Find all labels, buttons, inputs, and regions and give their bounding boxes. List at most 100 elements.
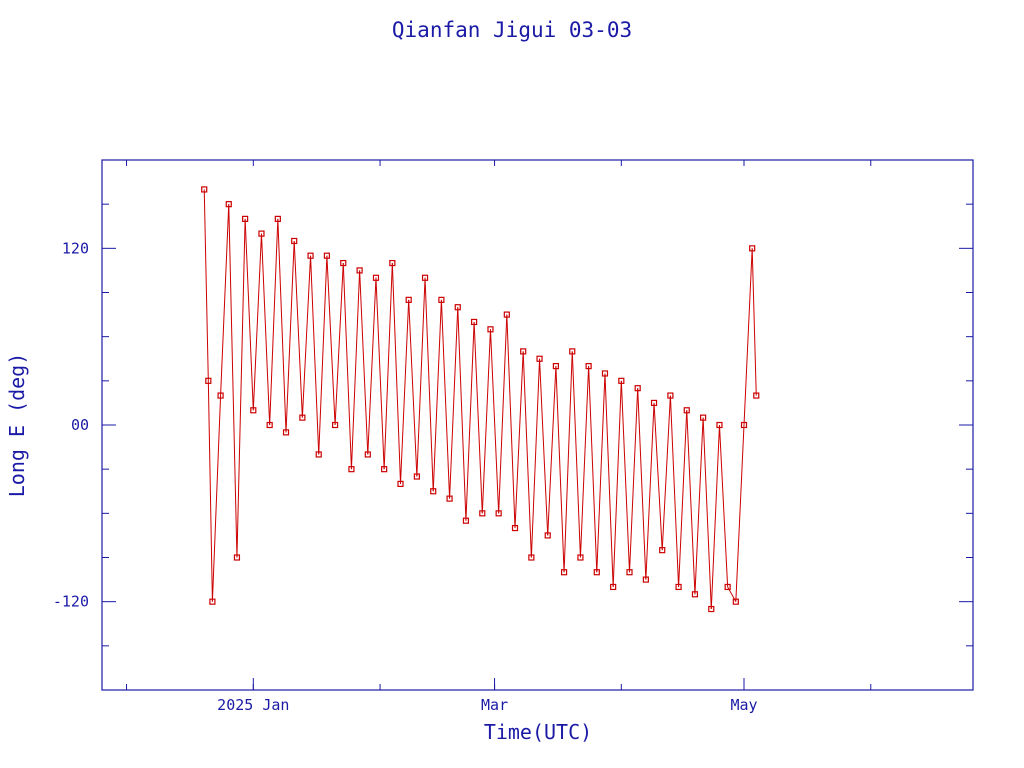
series-segment xyxy=(342,263,352,470)
series-segment xyxy=(620,380,631,573)
series-point xyxy=(753,392,760,399)
series-segment xyxy=(416,277,426,477)
series-point xyxy=(569,348,576,355)
series-point xyxy=(356,267,363,274)
series-point xyxy=(381,466,388,473)
series-segment xyxy=(301,255,312,418)
series-point xyxy=(471,318,478,326)
series-point xyxy=(372,274,380,281)
series-segment xyxy=(457,307,467,521)
series-segment xyxy=(596,373,606,573)
chart-title: Qianfan Jigui 03-03 xyxy=(392,18,632,42)
series-point xyxy=(593,569,600,576)
series-point xyxy=(503,311,510,318)
series-segment xyxy=(375,277,385,470)
series-point xyxy=(724,583,731,591)
series-segment xyxy=(588,366,598,573)
series-point xyxy=(405,296,412,303)
series-point xyxy=(438,296,445,303)
series-point xyxy=(250,407,257,414)
series-segment xyxy=(718,424,729,587)
series-segment xyxy=(694,417,704,595)
x-tick-label: May xyxy=(730,696,757,714)
series-point xyxy=(642,576,649,583)
series-segment xyxy=(571,351,581,558)
series-point xyxy=(397,480,404,487)
series-segment xyxy=(637,388,647,580)
series-point xyxy=(749,245,756,252)
series-segment xyxy=(220,204,230,396)
series-point xyxy=(732,598,739,605)
series-point xyxy=(618,377,625,384)
series-segment xyxy=(735,424,745,602)
y-tick-label: 00 xyxy=(71,416,89,434)
series-segment xyxy=(465,321,475,521)
series-point xyxy=(536,355,543,362)
series-segment xyxy=(669,395,680,587)
series-point xyxy=(560,569,568,576)
series-segment xyxy=(555,366,565,573)
series-point xyxy=(331,421,339,429)
series-segment xyxy=(506,314,516,529)
x-tick-label: 2025 Jan xyxy=(217,696,289,714)
series-segment xyxy=(498,314,508,514)
series-point xyxy=(585,363,592,370)
x-axis-ticks: 2025 Jan Mar May xyxy=(126,160,872,714)
series-point xyxy=(495,510,502,517)
series-point xyxy=(291,237,298,245)
series-point xyxy=(242,215,249,222)
series-point xyxy=(323,252,331,259)
series-segment xyxy=(629,388,639,573)
series-segment xyxy=(612,380,622,587)
series-segment xyxy=(702,417,712,610)
series-point xyxy=(479,510,486,517)
series-point xyxy=(520,348,527,355)
series-point xyxy=(389,259,396,267)
series-point xyxy=(413,473,420,480)
series-point xyxy=(740,421,748,429)
series-point xyxy=(577,554,584,561)
y-tick-label: -120 xyxy=(53,593,89,611)
series-point xyxy=(708,605,715,613)
series-point xyxy=(315,451,322,458)
series-segment xyxy=(277,218,287,433)
series-segment xyxy=(211,395,222,602)
series-segment xyxy=(367,277,377,455)
series-point xyxy=(205,377,212,384)
series-point xyxy=(650,399,658,407)
series-segment xyxy=(207,380,213,602)
series-segment xyxy=(432,299,442,492)
series-point xyxy=(487,326,494,333)
series-point xyxy=(634,385,641,392)
series-segment xyxy=(400,299,410,484)
series-point xyxy=(552,363,560,370)
series-segment xyxy=(244,218,254,411)
series-segment xyxy=(449,307,459,499)
series-point xyxy=(700,414,707,421)
series-segment xyxy=(391,263,402,484)
series-segment xyxy=(350,270,361,470)
y-axis-ticks: -120 00 120 xyxy=(53,203,973,647)
series-segment xyxy=(686,410,696,595)
series-point xyxy=(364,451,371,458)
series-point xyxy=(266,421,273,429)
series-segment xyxy=(326,255,336,426)
series-segment xyxy=(293,240,303,418)
series-segment xyxy=(252,233,262,411)
series-segment xyxy=(489,329,500,514)
series-point xyxy=(462,517,470,524)
series-segment xyxy=(604,373,614,587)
series-point xyxy=(446,495,453,502)
series-point xyxy=(626,569,633,576)
series-layer xyxy=(201,186,760,613)
series-point xyxy=(430,488,437,495)
series-point xyxy=(667,392,674,399)
series-segment xyxy=(522,351,532,558)
series-point xyxy=(299,414,306,421)
series-point xyxy=(307,252,314,259)
series-point xyxy=(544,532,551,539)
series-segment xyxy=(285,240,295,433)
series-segment xyxy=(310,255,320,455)
series-segment xyxy=(547,366,557,536)
